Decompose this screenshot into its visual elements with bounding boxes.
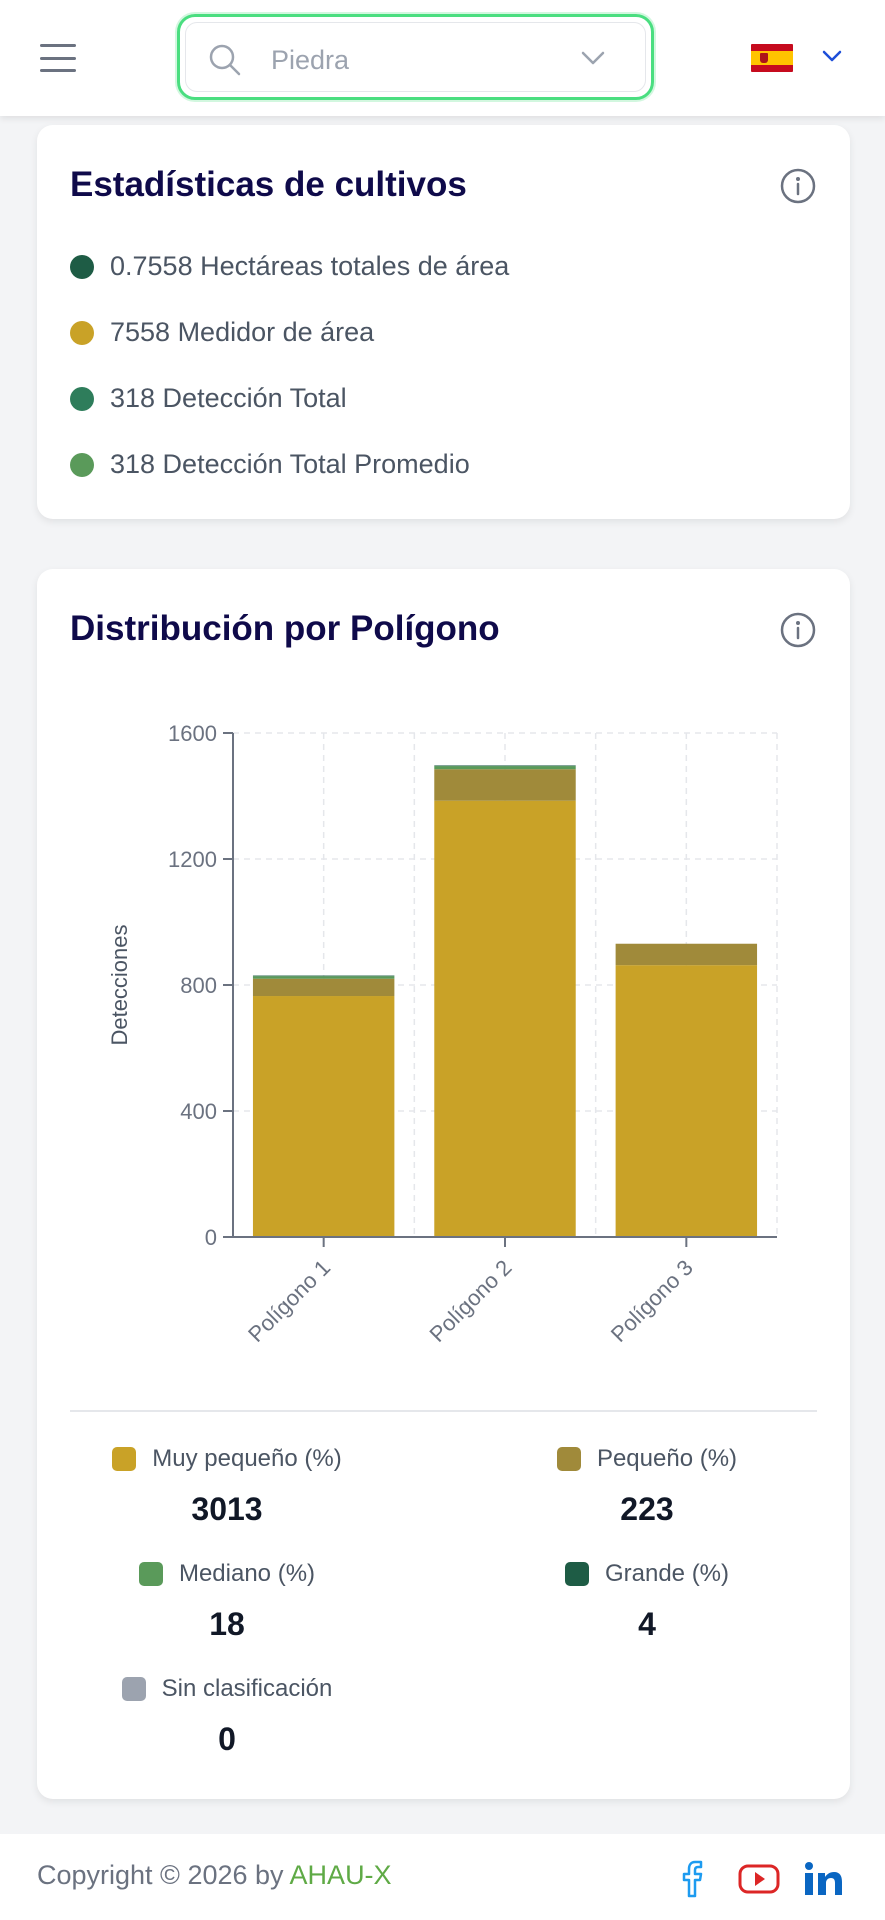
stat-text: 0.7558 Hectáreas totales de área — [110, 251, 510, 281]
search-box[interactable]: Piedra — [177, 14, 654, 100]
bar-segment — [615, 965, 758, 1237]
legend-swatch — [138, 1562, 163, 1586]
stat-text: 7558 Medidor de área — [110, 317, 375, 347]
bar-segment — [252, 975, 395, 977]
stat-text: 318 Detección Total Promedio — [110, 449, 470, 479]
copyright: Copyright © 2026 by AHAU-X — [37, 1860, 392, 1891]
x-tick-label: Polígono 2 — [424, 1255, 516, 1347]
stats-title: Estadísticas de cultivos — [70, 165, 467, 204]
legend-value: 223 — [620, 1491, 674, 1527]
legend-value: 0 — [218, 1721, 236, 1757]
legend-swatch — [121, 1677, 146, 1701]
y-tick-label: 800 — [180, 973, 217, 998]
chevron-down-icon[interactable] — [581, 50, 605, 66]
brand-link[interactable]: AHAU-X — [289, 1860, 392, 1890]
legend-label: Grande (%) — [604, 1560, 730, 1587]
divider — [70, 1410, 817, 1412]
y-tick-label: 0 — [205, 1225, 217, 1250]
search-input[interactable]: Piedra — [185, 22, 646, 92]
youtube-icon[interactable] — [738, 1858, 780, 1898]
linkedin-icon[interactable] — [802, 1858, 844, 1898]
info-icon[interactable] — [779, 611, 817, 649]
legend-unclassified: Sin clasificación 0 — [107, 1675, 347, 1758]
crop-stats-card: Estadísticas de cultivos 0.7558 Hectárea… — [37, 125, 850, 519]
bar-segment — [434, 800, 576, 1237]
search-value: Piedra — [271, 45, 350, 75]
y-tick-label: 1600 — [168, 721, 217, 746]
stat-dot — [70, 452, 94, 477]
distribution-title: Distribución por Polígono — [70, 609, 500, 648]
copyright-text: Copyright © 2026 by — [37, 1860, 290, 1890]
legend-large: Grande (%) 4 — [537, 1560, 757, 1643]
spain-flag-icon[interactable] — [751, 44, 793, 72]
bar-segment — [615, 943, 758, 966]
legend-value: 4 — [638, 1606, 656, 1642]
legend-value: 18 — [209, 1606, 245, 1642]
legend-medium: Mediano (%) 18 — [117, 1560, 337, 1643]
stat-dot — [70, 386, 94, 411]
stacked-bar-chart: 0 400 800 1200 1600 Polígono 1 Polígono 2 Políg… — [107, 721, 778, 1347]
language-chevron-icon[interactable] — [822, 49, 842, 63]
facebook-icon[interactable] — [680, 1858, 710, 1898]
x-tick-label: Polígono 3 — [606, 1255, 698, 1347]
bar-segment — [252, 996, 395, 1237]
stat-average-detection: 318 Detección Total Promedio — [70, 449, 470, 480]
y-tick-label: 400 — [180, 1099, 217, 1124]
stat-dot — [70, 254, 94, 279]
bar-segment — [434, 769, 576, 801]
y-tick-label: 1200 — [168, 847, 217, 872]
bar-segment — [434, 766, 576, 770]
legend-swatch — [564, 1562, 589, 1586]
menu-icon[interactable] — [40, 44, 76, 72]
top-header: Piedra — [0, 0, 885, 116]
legend-label: Sin clasificación — [161, 1675, 333, 1702]
polygon-distribution-card: Distribución por Polígono 0 400 800 1200 160… — [37, 569, 850, 1799]
stat-area-meter: 7558 Medidor de área — [70, 317, 374, 348]
footer: Copyright © 2026 by AHAU-X — [0, 1834, 885, 1920]
stat-text: 318 Detección Total — [110, 383, 347, 413]
legend-label: Muy pequeño (%) — [152, 1445, 342, 1472]
x-tick-label: Polígono 1 — [243, 1255, 335, 1347]
stat-total-hectares: 0.7558 Hectáreas totales de área — [70, 251, 509, 282]
legend-swatch — [556, 1447, 581, 1471]
search-icon — [209, 44, 241, 76]
bar-segment — [252, 976, 395, 979]
legend-very-small: Muy pequeño (%) 3013 — [97, 1445, 357, 1528]
info-icon[interactable] — [779, 167, 817, 205]
legend-small: Pequeño (%) 223 — [527, 1445, 767, 1528]
stat-dot — [70, 320, 94, 345]
legend-swatch — [112, 1447, 137, 1471]
legend-value: 3013 — [191, 1491, 263, 1527]
bar-segment — [434, 765, 576, 767]
stat-total-detection: 318 Detección Total — [70, 383, 347, 414]
legend-label: Pequeño (%) — [596, 1445, 738, 1472]
y-axis-label: Detecciones — [107, 924, 132, 1045]
bar-segment — [252, 978, 395, 997]
legend-label: Mediano (%) — [178, 1560, 316, 1587]
